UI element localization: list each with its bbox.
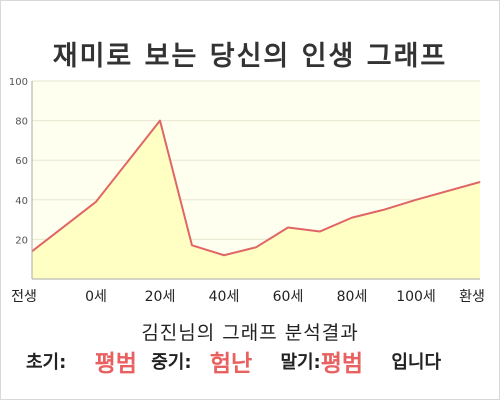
data-point [415,199,417,201]
axis-layer [31,81,480,280]
x-tick-label: 60세 [273,289,304,305]
data-point [223,254,225,256]
x-tick-label: 전생 [11,289,37,305]
y-tick-label: 40 [15,196,28,207]
data-point [191,244,193,246]
data-point [95,201,97,203]
x-tick-label: 100세 [396,289,436,305]
tick-layer: 20 40 60 80 100 전생 0세 20세 40세 60세 80세 100세 환생 [9,77,485,305]
data-point [255,246,257,248]
early-value: 평범 [94,351,137,377]
middle-value: 험난 [209,351,253,377]
x-tick-label: 환생 [459,289,485,305]
data-point [287,227,289,229]
data-point [383,209,385,211]
data-point [479,181,481,183]
late-label: 말기: [280,352,321,373]
closing-text: 입니다 [391,352,442,373]
x-tick-label: 80세 [337,289,368,305]
x-tick-label: 20세 [145,289,176,305]
chart-title: 재미로 보는 당신의 인생 그래프 [52,41,448,72]
x-tick-label: 40세 [209,289,240,305]
area-layer [31,119,481,279]
analysis-result: 초기: 평범 중기: 험난 말기:평범 입니다 [26,344,486,378]
y-tick-label: 100 [9,77,28,88]
data-point [351,217,353,219]
data-point [319,230,321,232]
analysis-heading: 김진님의 그래프 분석결과 [141,322,359,344]
x-tick-label: 0세 [85,289,107,305]
y-tick-label: 60 [15,156,28,167]
middle-label: 중기: [151,352,192,373]
y-tick-label: 20 [15,235,28,246]
y-tick-label: 80 [15,117,28,128]
series-area [32,120,480,279]
series-line [31,119,481,257]
early-label: 초기: [26,352,67,373]
late-value: 평범 [320,351,364,377]
data-point [159,120,161,122]
